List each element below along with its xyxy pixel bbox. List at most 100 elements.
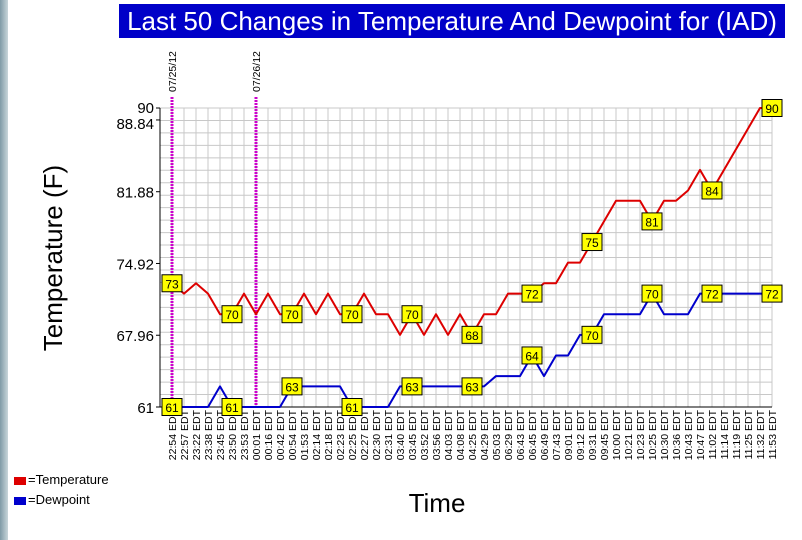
data-label-box bbox=[281, 377, 303, 396]
data-label-box bbox=[161, 274, 183, 293]
x-tick-label: 10:23 EDT bbox=[635, 409, 647, 460]
data-label: 72 bbox=[765, 288, 779, 302]
data-label: 68 bbox=[465, 329, 479, 343]
data-label: 72 bbox=[705, 288, 719, 302]
x-tick-label: 23:50 EDT bbox=[227, 409, 239, 460]
data-label-box bbox=[341, 398, 363, 416]
x-tick-label: 09:45 EDT bbox=[599, 409, 611, 460]
data-label-box bbox=[401, 377, 423, 396]
x-tick-label: 02:18 EDT bbox=[323, 409, 335, 460]
y-tick-label: 81.88 bbox=[116, 185, 154, 202]
data-label-box bbox=[761, 99, 783, 117]
x-tick-label: 23:22 EDT bbox=[191, 409, 203, 460]
x-tick-label: 10:25 EDT bbox=[647, 409, 659, 460]
x-tick-label: 02:23 EDT bbox=[335, 409, 347, 460]
x-tick-label: 06:29 EDT bbox=[503, 409, 515, 460]
data-label: 84 bbox=[705, 184, 719, 198]
x-tick-label: 11:19 EDT bbox=[731, 409, 743, 459]
data-label: 70 bbox=[585, 329, 599, 343]
x-tick-label: 23:45 EDT bbox=[215, 409, 227, 460]
x-tick-label: 11:53 EDT bbox=[767, 409, 779, 459]
x-tick-label: 10:21 EDT bbox=[623, 409, 635, 460]
x-tick-label: 10:00 EDT bbox=[611, 409, 623, 460]
data-label: 70 bbox=[225, 308, 239, 322]
x-tick-label: 09:12 EDT bbox=[575, 409, 587, 460]
x-tick-label: 03:40 EDT bbox=[395, 409, 407, 460]
data-label: 90 bbox=[765, 102, 779, 116]
x-tick-label: 11:25 EDT bbox=[743, 409, 755, 459]
x-tick-label: 04:25 EDT bbox=[467, 409, 479, 460]
data-label: 81 bbox=[645, 215, 659, 229]
data-label-box bbox=[581, 233, 603, 252]
data-label: 70 bbox=[285, 308, 299, 322]
window-edge bbox=[0, 0, 8, 540]
data-label: 72 bbox=[525, 288, 539, 302]
x-tick-label: 22:57 EDT bbox=[179, 409, 191, 460]
y-tick-label: 61 bbox=[137, 400, 154, 417]
x-tick-label: 05:03 EDT bbox=[491, 409, 503, 460]
data-label-box bbox=[221, 398, 243, 416]
x-tick-label: 10:47 EDT bbox=[695, 409, 707, 460]
data-label-box bbox=[341, 305, 363, 324]
x-tick-label: 06:49 EDT bbox=[539, 409, 551, 460]
x-tick-label: 10:30 EDT bbox=[659, 409, 671, 460]
data-label: 61 bbox=[165, 401, 179, 415]
legend-item-temperature: =Temperature bbox=[14, 472, 109, 487]
x-tick-label: 23:53 EDT bbox=[239, 409, 251, 460]
x-tick-label: 01:53 EDT bbox=[299, 409, 311, 460]
y-tick-label: 67.96 bbox=[116, 328, 154, 345]
x-tick-label: 06:43 EDT bbox=[515, 409, 527, 460]
data-label: 61 bbox=[345, 401, 359, 415]
data-label: 73 bbox=[165, 277, 179, 291]
x-tick-label: 00:16 EDT bbox=[263, 409, 275, 460]
x-tick-label: 02:31 EDT bbox=[383, 409, 395, 460]
x-tick-label: 03:45 EDT bbox=[407, 409, 419, 460]
x-tick-label: 10:36 EDT bbox=[671, 409, 683, 460]
x-tick-label: 11:02 EDT bbox=[707, 409, 719, 459]
legend-label-temperature: =Temperature bbox=[28, 472, 109, 487]
x-tick-label: 00:01 EDT bbox=[251, 409, 263, 460]
x-tick-label: 04:08 EDT bbox=[455, 409, 467, 460]
data-label: 63 bbox=[465, 380, 479, 394]
x-tick-label: 07:43 EDT bbox=[551, 409, 563, 460]
data-label-box bbox=[521, 346, 543, 365]
data-label-box bbox=[581, 325, 603, 344]
x-tick-label: 02:25 EDT bbox=[347, 409, 359, 460]
data-label: 63 bbox=[405, 380, 419, 394]
legend-label-dewpoint: =Dewpoint bbox=[28, 492, 90, 507]
data-label-box bbox=[281, 305, 303, 324]
legend-item-dewpoint: =Dewpoint bbox=[14, 492, 90, 507]
x-tick-label: 00:42 EDT bbox=[275, 409, 287, 460]
data-label-box bbox=[761, 284, 783, 303]
y-tick-label: 90 bbox=[137, 100, 154, 117]
data-label: 75 bbox=[585, 236, 599, 250]
x-tick-label: 09:31 EDT bbox=[587, 409, 599, 460]
x-tick-label: 04:03 EDT bbox=[443, 409, 455, 460]
data-label-box bbox=[701, 284, 723, 303]
date-marker-label: 07/25/12 bbox=[167, 51, 179, 92]
data-label-box bbox=[521, 284, 543, 303]
x-tick-label: 22:54 EDT bbox=[167, 409, 179, 460]
data-label: 70 bbox=[405, 308, 419, 322]
data-label-box bbox=[641, 212, 663, 231]
x-tick-label: 02:27 EDT bbox=[359, 409, 371, 460]
data-label-box bbox=[161, 398, 183, 416]
data-label-box bbox=[461, 377, 483, 396]
x-tick-label: 06:45 EDT bbox=[527, 409, 539, 460]
data-label-box bbox=[401, 305, 423, 324]
legend-swatch-dewpoint bbox=[14, 496, 26, 505]
data-label-box bbox=[701, 181, 723, 200]
x-tick-label: 02:14 EDT bbox=[311, 409, 323, 460]
date-marker-label: 07/26/12 bbox=[251, 51, 263, 92]
data-label: 70 bbox=[645, 288, 659, 302]
x-tick-label: 00:54 EDT bbox=[287, 409, 299, 460]
data-label-box bbox=[461, 325, 483, 344]
x-axis-label: Time bbox=[408, 488, 466, 518]
data-label-box bbox=[641, 284, 663, 303]
x-tick-label: 23:38 EDT bbox=[203, 409, 215, 460]
x-tick-label: 11:14 EDT bbox=[719, 409, 731, 459]
data-label: 61 bbox=[225, 401, 239, 415]
x-tick-label: 04:29 EDT bbox=[479, 409, 491, 460]
x-tick-label: 09:01 EDT bbox=[563, 409, 575, 460]
